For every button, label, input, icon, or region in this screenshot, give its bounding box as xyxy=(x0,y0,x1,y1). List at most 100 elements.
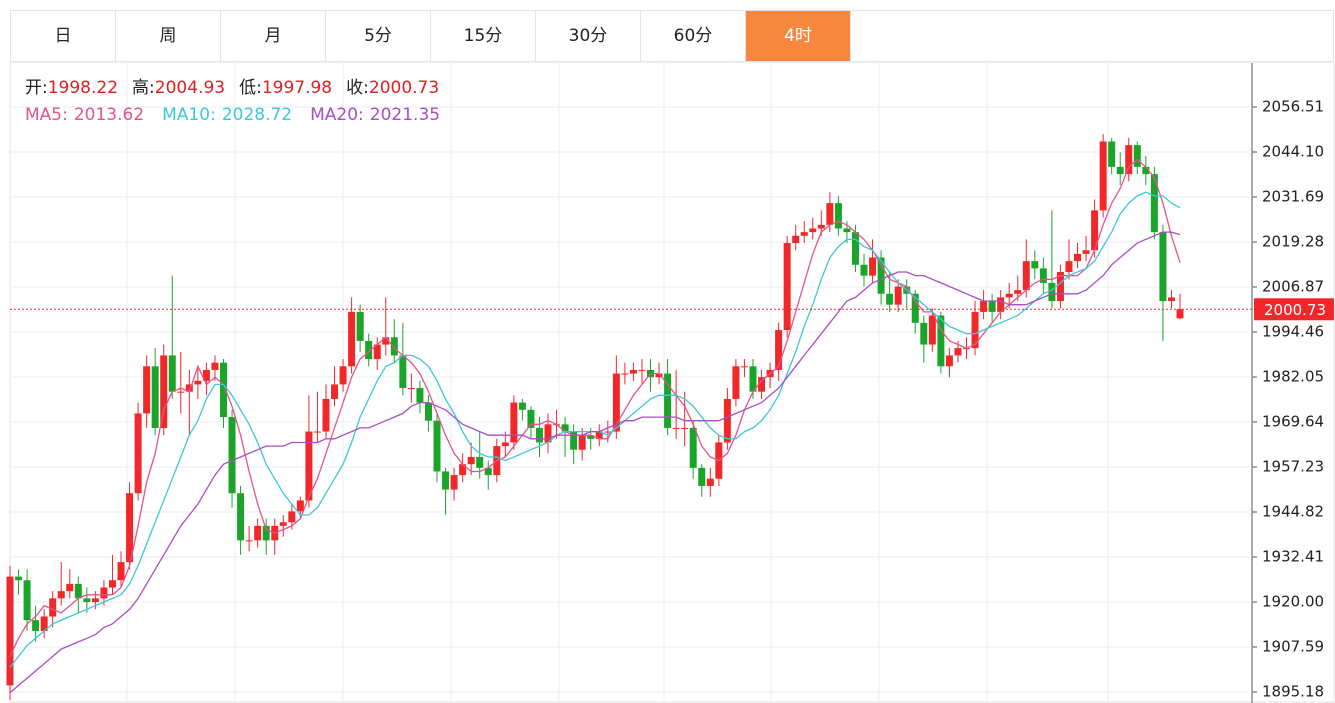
candle-body xyxy=(775,330,783,370)
timeframe-tab[interactable]: 日 xyxy=(11,11,116,61)
candle-body xyxy=(954,348,962,356)
last-price-label: 2000.73 xyxy=(1264,301,1326,319)
candle-body xyxy=(869,257,877,276)
y-tick-label: 1907.59 xyxy=(1262,638,1324,656)
candle-body xyxy=(706,478,714,486)
candle-body xyxy=(740,366,748,368)
candle-body xyxy=(211,362,219,370)
candle-body xyxy=(911,293,919,323)
candle-body xyxy=(390,337,398,356)
candle-body xyxy=(126,493,134,563)
candle-body xyxy=(1133,145,1141,167)
candle-body xyxy=(1091,210,1099,251)
candle-body xyxy=(612,373,620,432)
ma-legend-name: MA5: xyxy=(25,105,68,125)
candle-body xyxy=(117,562,125,581)
candle-body xyxy=(416,388,424,403)
candle-body xyxy=(894,286,902,305)
timeframe-tab[interactable]: 5分 xyxy=(326,11,431,61)
timeframe-tab[interactable]: 周 xyxy=(116,11,221,61)
candle-body xyxy=(424,402,432,421)
candle-body xyxy=(595,431,603,439)
candle-body xyxy=(296,500,304,512)
candle-body xyxy=(928,315,936,345)
y-tick-label: 1957.23 xyxy=(1262,458,1324,476)
candle-body xyxy=(561,424,569,432)
grid xyxy=(10,106,1252,693)
candle-body xyxy=(228,417,236,494)
candle-body xyxy=(886,293,894,305)
candle-body xyxy=(621,373,629,375)
candle-body xyxy=(920,322,928,345)
ohlc-label: 开: xyxy=(25,78,48,98)
candle-body xyxy=(83,598,91,603)
timeframe-tab[interactable]: 60分 xyxy=(641,11,746,61)
candle-body xyxy=(1014,290,1022,294)
candle-body xyxy=(698,467,706,486)
candle-body xyxy=(723,398,731,443)
candle-body xyxy=(237,493,245,541)
candle-body xyxy=(1074,253,1082,262)
y-tick-label: 1895.18 xyxy=(1262,683,1324,701)
candle-body xyxy=(57,591,65,599)
candle-body xyxy=(1031,261,1039,269)
timeframe-tab[interactable]: 15分 xyxy=(431,11,536,61)
ma-legend-value: 2021.35 xyxy=(370,105,440,125)
ma-legend-name: MA10: xyxy=(162,105,216,125)
candle-body xyxy=(655,373,663,378)
ohlc-label: 低: xyxy=(239,78,262,98)
candle-body xyxy=(1022,261,1030,291)
candle-body xyxy=(826,203,834,225)
candle-body xyxy=(689,427,697,468)
candle-body xyxy=(937,315,945,367)
candle-body xyxy=(860,264,868,276)
candle-body xyxy=(202,369,210,381)
candle-body xyxy=(220,362,228,418)
y-tick-label: 2044.10 xyxy=(1262,142,1324,160)
y-tick-label: 1932.41 xyxy=(1262,548,1324,566)
candle-body xyxy=(578,435,586,450)
candle-body xyxy=(177,391,185,393)
candle-body xyxy=(1082,250,1090,254)
candle-body xyxy=(1116,166,1124,175)
candle-body xyxy=(843,228,851,233)
y-tick-label: 2031.69 xyxy=(1262,187,1324,205)
candle-body xyxy=(279,522,287,526)
candle-body xyxy=(331,384,339,399)
candle-body xyxy=(664,373,672,428)
candle-body xyxy=(1108,141,1116,167)
candle-body xyxy=(373,344,381,360)
candle-body xyxy=(459,464,467,476)
candle-body xyxy=(356,311,364,341)
candle-body xyxy=(442,471,450,490)
ohlc-value: 2004.93 xyxy=(155,78,225,98)
candle-body xyxy=(1167,297,1175,302)
candle-body xyxy=(980,301,988,312)
candle-body xyxy=(544,424,552,443)
candle-body xyxy=(313,431,321,433)
candle-body xyxy=(484,467,492,476)
candle-body xyxy=(1099,141,1107,211)
candle-body xyxy=(348,311,356,367)
candle-body xyxy=(32,620,40,632)
timeframe-tab[interactable]: 30分 xyxy=(536,11,641,61)
candle-body xyxy=(535,427,543,443)
candle-body xyxy=(467,456,475,465)
candle-body xyxy=(681,427,689,429)
ma-line xyxy=(9,191,1181,668)
candle-body xyxy=(433,420,441,472)
candle-body xyxy=(134,413,142,494)
candle-body xyxy=(501,442,509,447)
y-tick-label: 1920.00 xyxy=(1262,593,1324,611)
candle-body xyxy=(587,435,595,439)
candle-body xyxy=(638,369,646,371)
y-tick-label: 1969.64 xyxy=(1262,413,1324,431)
ma-legend-value: 2028.72 xyxy=(222,105,292,125)
candle-body xyxy=(407,388,415,390)
timeframe-tab[interactable]: 月 xyxy=(221,11,326,61)
candle-body xyxy=(339,366,347,385)
timeframe-tab[interactable]: 4时 xyxy=(746,11,851,61)
candle-body xyxy=(382,337,390,345)
candle-body xyxy=(997,297,1005,312)
